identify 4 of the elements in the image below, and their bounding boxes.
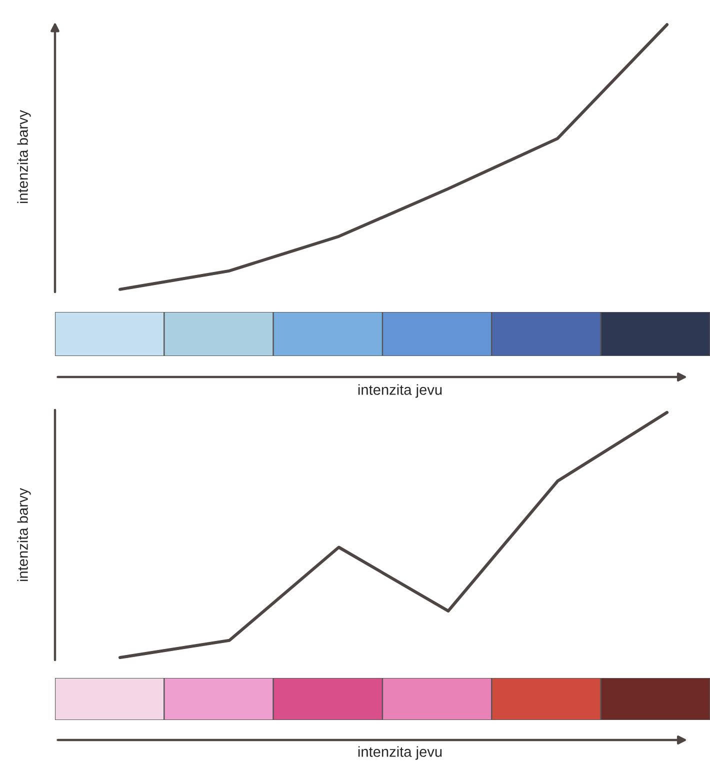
x-axis-title: intenzita jevu	[358, 384, 442, 398]
y-axis-title: intenzita barvy	[17, 110, 31, 204]
x-axis-title: intenzita jevu	[358, 746, 442, 760]
y-axis-title: intenzita barvy	[17, 488, 31, 582]
